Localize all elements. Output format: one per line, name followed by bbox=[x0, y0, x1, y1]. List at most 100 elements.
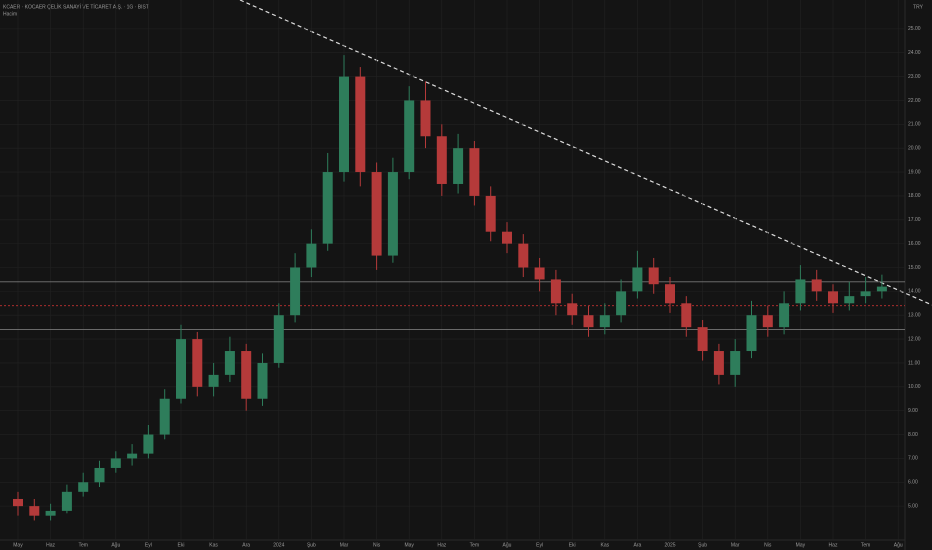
candle-body bbox=[730, 351, 741, 375]
candle-body bbox=[534, 267, 545, 280]
x-tick-label: Eyl bbox=[145, 542, 152, 548]
y-tick-label: 14.00 bbox=[908, 289, 921, 295]
x-tick-label: Mar bbox=[340, 542, 349, 548]
x-tick-label: Eki bbox=[569, 542, 576, 548]
candle-body bbox=[404, 100, 415, 173]
y-tick-label: 12.00 bbox=[908, 336, 921, 342]
candle-body bbox=[665, 284, 675, 304]
currency: TRY bbox=[913, 4, 924, 10]
candle-body bbox=[453, 148, 464, 184]
x-tick-label: 2024 bbox=[273, 542, 284, 548]
candle-body bbox=[599, 315, 610, 328]
candle-body bbox=[78, 482, 89, 492]
candle-body bbox=[860, 291, 871, 297]
x-tick-label: Eki bbox=[178, 542, 185, 548]
x-tick-label: Ağu bbox=[894, 542, 903, 548]
candle-body bbox=[355, 76, 366, 173]
x-tick-label: Kas bbox=[600, 542, 609, 548]
x-tick-label: May bbox=[796, 542, 806, 548]
y-tick-label: 17.00 bbox=[908, 217, 921, 223]
x-tick-label: Tem bbox=[78, 542, 87, 548]
x-tick-label: Ağu bbox=[111, 542, 120, 548]
y-tick-label: 7.00 bbox=[908, 456, 918, 462]
y-tick-label: 11.00 bbox=[908, 360, 920, 366]
candle-body bbox=[681, 303, 692, 328]
x-tick-label: Şub bbox=[698, 542, 707, 548]
candle-body bbox=[127, 453, 138, 459]
candle-body bbox=[746, 315, 757, 352]
candle-body bbox=[583, 315, 594, 328]
x-tick-label: Tem bbox=[470, 542, 479, 548]
candle-body bbox=[339, 76, 349, 173]
candle-body bbox=[550, 279, 561, 304]
y-tick-label: 23.00 bbox=[908, 74, 921, 80]
y-tick-label: 16.00 bbox=[908, 241, 921, 247]
volume-label: Hacim bbox=[3, 11, 17, 17]
candle-body bbox=[876, 286, 887, 292]
candle-body bbox=[518, 243, 529, 268]
y-tick-label: 9.00 bbox=[908, 408, 918, 414]
y-tick-label: 13.00 bbox=[908, 313, 921, 319]
candle-body bbox=[420, 100, 431, 137]
y-tick-label: 22.00 bbox=[908, 98, 921, 104]
candle-body bbox=[632, 267, 643, 292]
candle-body bbox=[159, 398, 170, 435]
x-tick-label: Nis bbox=[764, 542, 772, 548]
candle-body bbox=[13, 498, 23, 507]
candle-body bbox=[224, 351, 235, 375]
candle-body bbox=[306, 243, 317, 268]
candle-body bbox=[45, 510, 56, 516]
x-tick-label: Tem bbox=[861, 542, 870, 548]
candle-body bbox=[387, 172, 398, 256]
candle-body bbox=[844, 296, 855, 304]
candle-body bbox=[697, 327, 708, 352]
y-tick-label: 18.00 bbox=[908, 193, 921, 199]
y-tick-label: 21.00 bbox=[908, 122, 921, 128]
y-tick-label: 15.00 bbox=[908, 265, 921, 271]
y-tick-label: 6.00 bbox=[908, 480, 918, 486]
x-tick-label: Ara bbox=[634, 542, 642, 548]
candle-body bbox=[713, 351, 724, 375]
y-tick-label: 8.00 bbox=[908, 432, 918, 438]
x-tick-label: May bbox=[404, 542, 414, 548]
candle-body bbox=[469, 148, 480, 196]
candle-body bbox=[779, 303, 790, 328]
x-tick-label: Eyl bbox=[536, 542, 543, 548]
x-tick-label: Ağu bbox=[503, 542, 512, 548]
candle-body bbox=[257, 362, 268, 399]
y-tick-label: 19.00 bbox=[908, 169, 921, 175]
candle-body bbox=[828, 291, 838, 304]
candle-body bbox=[143, 434, 154, 454]
candle-body bbox=[616, 291, 627, 316]
y-tick-label: 25.00 bbox=[908, 26, 921, 32]
candle-body bbox=[371, 172, 382, 256]
candle-body bbox=[176, 339, 186, 399]
candle-body bbox=[485, 195, 496, 232]
trend-line bbox=[239, 0, 932, 306]
x-tick-label: Mar bbox=[731, 542, 740, 548]
candle-body bbox=[795, 279, 806, 304]
candle-body bbox=[811, 279, 822, 292]
candle-body bbox=[241, 351, 252, 399]
candle-body bbox=[110, 458, 121, 468]
candle-body bbox=[648, 267, 659, 285]
x-tick-label: Haz bbox=[46, 542, 55, 548]
y-tick-label: 24.00 bbox=[908, 50, 921, 56]
x-tick-label: Haz bbox=[437, 542, 446, 548]
candle-body bbox=[94, 467, 105, 483]
candle-body bbox=[567, 303, 578, 316]
x-tick-label: 2025 bbox=[664, 542, 675, 548]
candle-body bbox=[502, 231, 512, 244]
x-tick-label: Haz bbox=[829, 542, 838, 548]
x-tick-label: May bbox=[13, 542, 23, 548]
x-tick-label: Şub bbox=[307, 542, 316, 548]
candle-body bbox=[29, 506, 40, 516]
x-tick-label: Ara bbox=[242, 542, 250, 548]
candle-body bbox=[322, 172, 333, 244]
candle-body bbox=[192, 339, 203, 387]
y-tick-label: 10.00 bbox=[908, 384, 921, 390]
candle-body bbox=[61, 491, 72, 511]
candle-body bbox=[273, 315, 284, 363]
